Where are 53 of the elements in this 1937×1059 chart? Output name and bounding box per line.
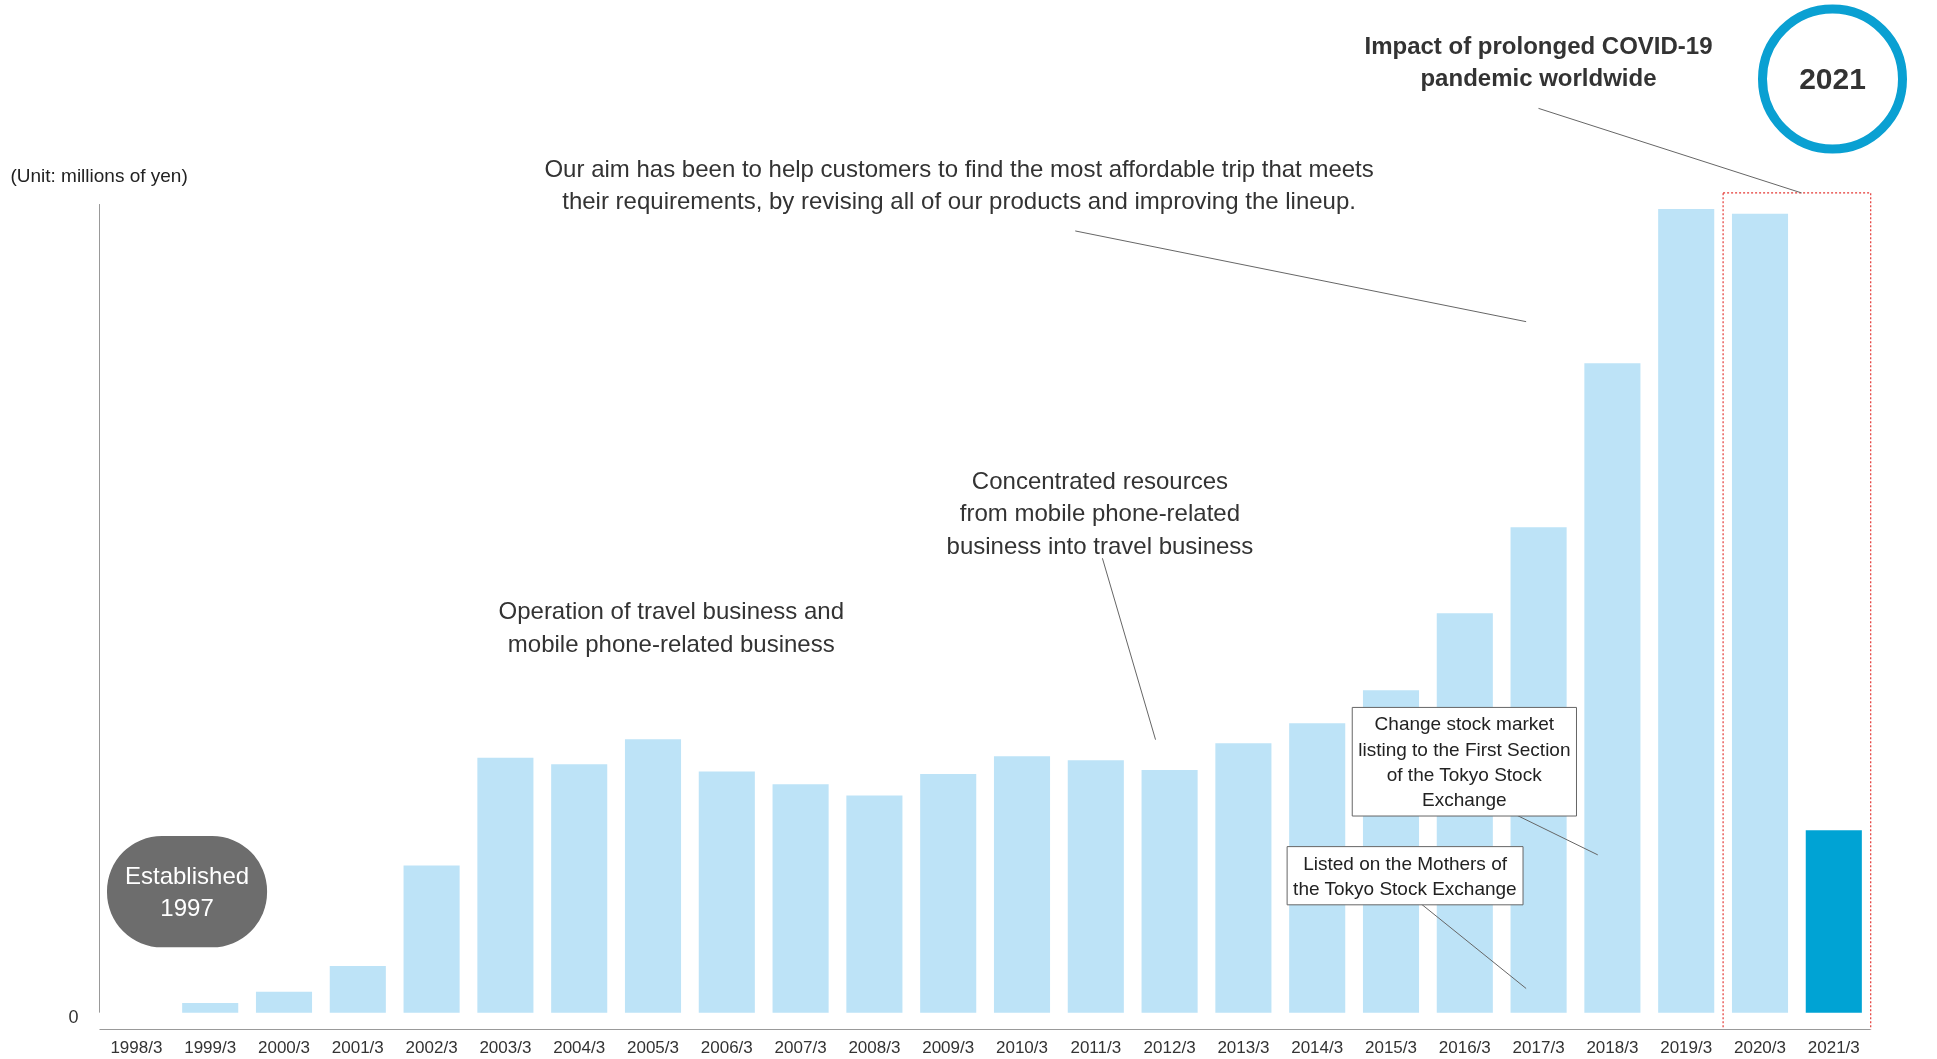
x-tick-label: 2012/3	[1143, 1037, 1196, 1057]
x-tick-label: 2018/3	[1586, 1037, 1639, 1057]
text: Impact of prolonged COVID-19 pandemic worldwide	[1364, 32, 1713, 92]
bar	[403, 865, 460, 1013]
text: 0	[68, 1007, 79, 1028]
x-tick-label: 2005/3	[627, 1037, 679, 1057]
x-tick-label: 1999/3	[184, 1037, 237, 1057]
bar	[698, 771, 755, 1013]
x-tick-label: 2004/3	[553, 1037, 606, 1057]
x-tick-label: 2002/3	[405, 1037, 458, 1057]
bar	[255, 991, 313, 1013]
x-tick-label: 2016/3	[1438, 1037, 1491, 1057]
bar	[551, 764, 608, 1013]
annotation: Our aim has been to help customers to find the most affordable trip that meets their requirements, by revising all of our products and improving the lineup.	[544, 154, 1374, 215]
bar	[182, 1002, 239, 1013]
bar	[624, 739, 682, 1013]
bar	[1067, 760, 1124, 1013]
x-tick-label: 2015/3	[1365, 1037, 1417, 1057]
bar	[1141, 769, 1198, 1013]
x-tick-label: 2014/3	[1291, 1037, 1344, 1057]
x-tick-label: 2007/3	[774, 1037, 827, 1057]
x-tick-label: 2006/3	[700, 1037, 753, 1057]
bar	[1658, 208, 1715, 1013]
bar	[1215, 743, 1272, 1013]
bar	[329, 966, 386, 1013]
x-tick-label: 2001/3	[331, 1037, 384, 1057]
x-tick-label: 2003/3	[479, 1037, 532, 1057]
x-tick-label: 2010/3	[996, 1037, 1048, 1057]
text: (Unit: millions of yen)	[10, 165, 188, 187]
bar	[477, 757, 534, 1013]
bar	[1731, 213, 1789, 1013]
x-tick-label: 1998/3	[110, 1037, 163, 1057]
x-tick-label: 2011/3	[1070, 1037, 1122, 1057]
bar	[1805, 830, 1862, 1013]
x-tick-label: 2013/3	[1217, 1037, 1270, 1057]
annotation: Operation of travel business and mobile phone-related business	[498, 597, 845, 657]
annotation: Change stock market listing to the First Section of the Tokyo Stock Exchange	[1358, 713, 1571, 811]
annotation: Established 1997	[125, 861, 250, 922]
annotation: Concentrated resources from mobile phone-related business into travel business	[946, 466, 1254, 559]
x-tick-label: 2017/3	[1512, 1037, 1565, 1057]
x-tick-label: 2020/3	[1734, 1037, 1786, 1057]
bar	[1584, 363, 1641, 1013]
bar	[993, 756, 1051, 1013]
text: 2021	[1799, 61, 1866, 95]
x-tick-label: 2021/3	[1807, 1037, 1860, 1057]
bar	[920, 773, 977, 1013]
bar	[846, 795, 903, 1013]
x-tick-label: 2000/3	[258, 1037, 310, 1057]
bar	[772, 784, 829, 1013]
annotation: Listed on the Mothers of the Tokyo Stock Exchange	[1293, 852, 1517, 899]
x-tick-label: 2009/3	[922, 1037, 975, 1057]
x-tick-label: 2019/3	[1660, 1037, 1713, 1057]
x-tick-label: 2008/3	[848, 1037, 901, 1057]
